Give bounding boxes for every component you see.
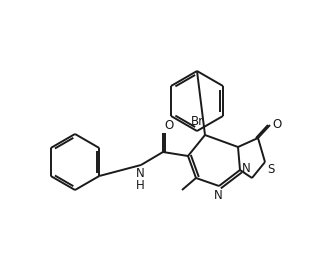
Text: O: O: [164, 119, 173, 132]
Text: Br: Br: [190, 115, 204, 128]
Text: N
H: N H: [136, 167, 144, 192]
Text: O: O: [272, 118, 281, 131]
Text: N: N: [242, 163, 251, 176]
Text: N: N: [214, 189, 222, 202]
Text: S: S: [267, 163, 274, 176]
